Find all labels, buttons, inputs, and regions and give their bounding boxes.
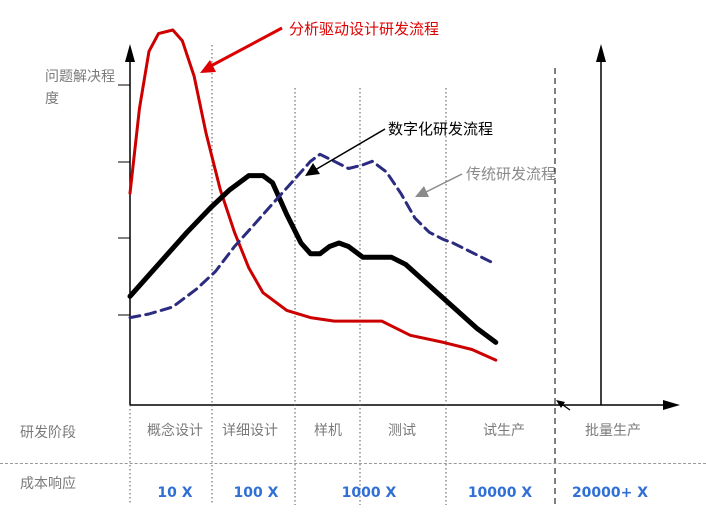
cost-value: 20000+ X (571, 485, 649, 501)
traditional-annotation: 传统研发流程 (466, 165, 557, 183)
y-axis-arrow (125, 44, 135, 62)
stage-label: 测试 (388, 423, 416, 439)
digital-pointer-line (314, 128, 386, 171)
stage-label: 批量生产 (585, 423, 641, 439)
x-axis-arrow (663, 400, 680, 410)
cost-value: 100 X (233, 485, 279, 501)
cost-row-heading: 成本响应 (20, 476, 76, 492)
y-ticks (118, 84, 130, 316)
production-axis-arrow (596, 44, 606, 62)
digital-series-line (127, 173, 499, 345)
analysis-pointer-head (200, 60, 216, 73)
cost-value: 10 X (157, 485, 193, 501)
stage-row-heading: 研发阶段 (20, 425, 76, 441)
traditional-series-line (128, 152, 498, 320)
analysis-series-line (128, 28, 498, 362)
digital-annotation: 数字化研发流程 (388, 120, 494, 138)
digital-pointer-head (305, 163, 320, 176)
cost-value: 1000 X (341, 485, 397, 501)
traditional-pointer-head (415, 186, 429, 197)
series-layer (127, 28, 499, 362)
stage-label: 概念设计 (147, 423, 203, 439)
cost-value: 10000 X (467, 485, 533, 501)
y-axis-label: 问题解决程度 (45, 69, 115, 107)
analysis-pointer-line (206, 26, 283, 70)
analysis-annotation: 分析驱动设计研发流程 (289, 20, 440, 38)
traditional-pointer-line (425, 173, 463, 193)
stage-label: 详细设计 (222, 423, 278, 439)
stage-dividers (129, 45, 447, 505)
production-marker-head (556, 400, 565, 408)
row-divider (0, 463, 706, 464)
stage-label: 试生产 (483, 423, 525, 439)
stage-label: 样机 (314, 423, 342, 439)
